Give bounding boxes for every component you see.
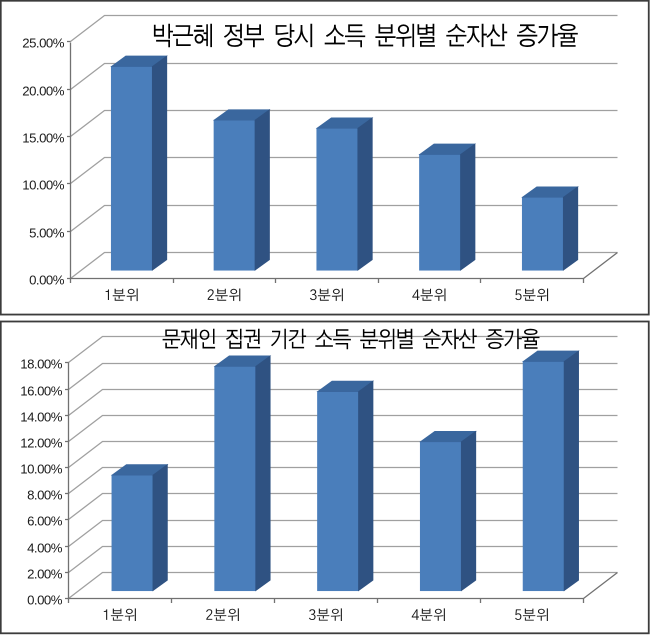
svg-text:12.00%: 12.00% <box>20 436 63 451</box>
svg-text:15.00%: 15.00% <box>22 131 65 146</box>
svg-text:6.00%: 6.00% <box>27 514 63 529</box>
svg-text:10.00%: 10.00% <box>20 462 63 477</box>
svg-text:18.00%: 18.00% <box>20 357 63 372</box>
svg-text:16.00%: 16.00% <box>20 384 63 399</box>
svg-text:5.00%: 5.00% <box>29 226 65 241</box>
svg-text:0.00%: 0.00% <box>29 273 65 288</box>
svg-text:0.00%: 0.00% <box>27 593 63 608</box>
svg-text:8.00%: 8.00% <box>27 488 63 503</box>
svg-text:14.00%: 14.00% <box>20 410 63 425</box>
svg-text:20.00%: 20.00% <box>22 84 65 99</box>
svg-text:4.00%: 4.00% <box>27 541 63 556</box>
svg-text:25.00%: 25.00% <box>22 36 65 51</box>
svg-text:10.00%: 10.00% <box>22 178 65 193</box>
svg-text:2.00%: 2.00% <box>27 567 63 582</box>
